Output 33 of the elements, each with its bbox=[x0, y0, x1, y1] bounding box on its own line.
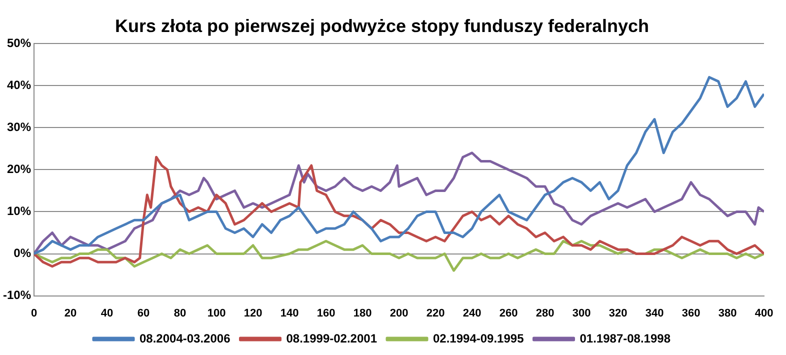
x-tick-label: 100 bbox=[207, 307, 226, 320]
x-tick-label: 360 bbox=[682, 307, 700, 320]
legend-label: 08.1999-02.2001 bbox=[286, 331, 378, 346]
x-tick-label: 40 bbox=[100, 307, 114, 320]
legend-label: 01.1987-08.1998 bbox=[580, 331, 671, 346]
y-tick-label: 40% bbox=[6, 78, 32, 92]
x-tick-label: 320 bbox=[608, 307, 628, 320]
x-tick-label: 220 bbox=[426, 307, 445, 320]
x-tick-label: 200 bbox=[390, 307, 408, 320]
x-tick-label: 0 bbox=[30, 307, 38, 320]
x-tick-label: 140 bbox=[280, 307, 299, 320]
x-tick-label: 240 bbox=[462, 307, 482, 320]
legend-label: 08.2004-03.2006 bbox=[140, 331, 231, 346]
x-tick-label: 60 bbox=[137, 307, 150, 320]
y-tick-label: -10% bbox=[3, 288, 32, 302]
y-tick-label: 0% bbox=[14, 246, 32, 260]
x-tick-label: 260 bbox=[499, 307, 518, 320]
x-tick-label: 180 bbox=[353, 307, 372, 320]
y-tick-label: 30% bbox=[6, 120, 32, 134]
chart-title: Kurs złota po pierwszej podwyżce stopy funduszy federalnych bbox=[114, 16, 650, 36]
x-tick-label: 120 bbox=[244, 307, 262, 320]
x-tick-label: 280 bbox=[536, 307, 554, 320]
y-tick-label: 50% bbox=[6, 36, 32, 50]
x-tick-label: 160 bbox=[316, 307, 336, 320]
x-tick-label: 300 bbox=[572, 307, 591, 320]
y-tick-label: 20% bbox=[6, 162, 32, 176]
x-tick-label: 20 bbox=[64, 307, 77, 320]
x-tick-label: 380 bbox=[718, 307, 737, 320]
x-tick-label: 80 bbox=[174, 307, 186, 320]
x-tick-label: 400 bbox=[754, 307, 774, 320]
y-tick-label: 10% bbox=[6, 204, 32, 218]
legend-label: 02.1994-09.1995 bbox=[433, 331, 524, 346]
x-tick-label: 340 bbox=[645, 307, 664, 320]
